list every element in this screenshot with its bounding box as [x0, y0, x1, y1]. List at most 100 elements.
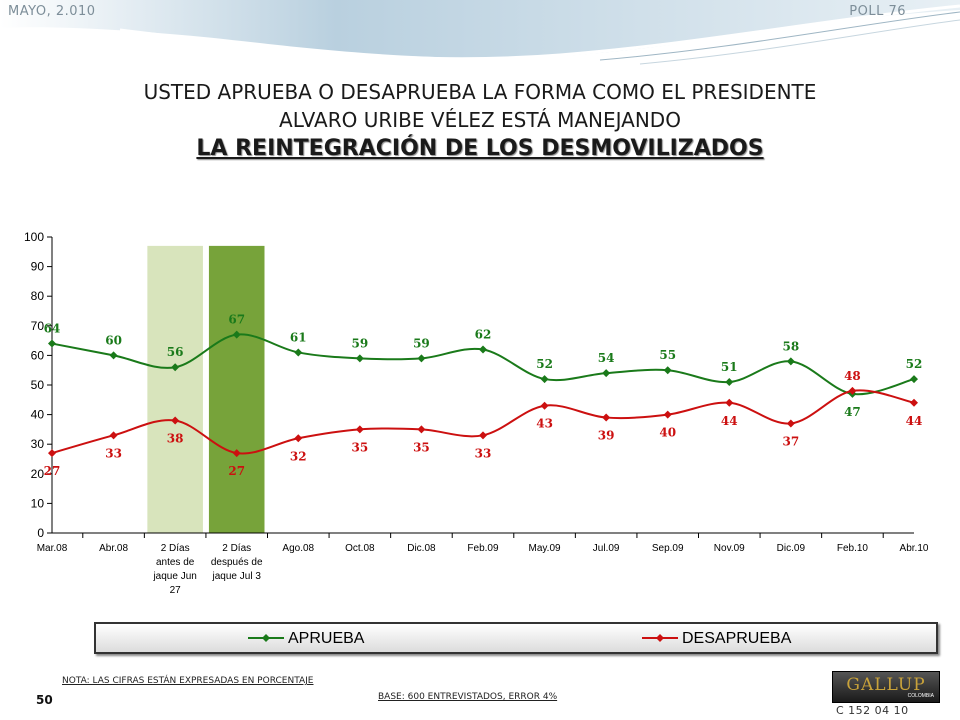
x-tick-label: Dic.09: [777, 543, 806, 554]
data-label-desaprueba: 27: [44, 464, 61, 478]
data-label-aprueba: 47: [844, 405, 861, 419]
highlight-band-2: [208, 245, 265, 533]
data-label-aprueba: 64: [44, 322, 61, 336]
data-point-aprueba: [725, 378, 734, 387]
data-point-desaprueba: [910, 398, 918, 407]
x-tick-label: Dic.08: [407, 543, 436, 554]
data-point-aprueba: [540, 375, 549, 384]
x-tick-label: 2 Días después de jaque Jul 3: [211, 543, 263, 582]
data-point-aprueba: [910, 375, 918, 384]
data-point-desaprueba: [725, 398, 734, 407]
data-point-desaprueba: [848, 386, 857, 395]
data-label-desaprueba: 38: [167, 432, 184, 446]
data-point-aprueba: [355, 354, 364, 363]
data-point-desaprueba: [479, 431, 487, 440]
x-tick-label: Abr.10: [900, 543, 929, 554]
data-label-desaprueba: 35: [352, 440, 369, 454]
x-tick-label: Sep.09: [652, 543, 684, 554]
data-label-aprueba: 59: [413, 336, 430, 350]
x-tick-label: Abr.08: [99, 543, 128, 554]
data-label-aprueba: 59: [352, 336, 369, 350]
poll-label: POLL 76: [849, 4, 906, 19]
data-label-desaprueba: 27: [228, 464, 245, 478]
report-code: C 152 04 10: [836, 704, 909, 717]
data-point-desaprueba: [171, 416, 180, 425]
y-tick-label: 100: [24, 230, 44, 244]
x-tick-label: Oct.08: [345, 543, 375, 554]
data-point-aprueba: [479, 345, 487, 354]
y-tick-label: 90: [31, 260, 45, 274]
data-label-aprueba: 62: [475, 327, 492, 341]
data-label-aprueba: 52: [536, 357, 553, 371]
data-point-aprueba: [48, 339, 56, 348]
chart-legend: APRUEBA DESAPRUEBA: [94, 622, 938, 654]
data-point-desaprueba: [602, 413, 611, 422]
data-label-desaprueba: 39: [598, 429, 615, 443]
y-tick-label: 40: [31, 408, 45, 422]
sample-base-note: BASE: 600 ENTREVISTADOS, ERROR 4%: [378, 692, 558, 702]
data-label-desaprueba: 44: [906, 414, 923, 428]
data-label-aprueba: 58: [783, 339, 800, 353]
legend-marker-desaprueba: [642, 634, 678, 642]
data-point-desaprueba: [355, 425, 364, 434]
data-label-aprueba: 54: [598, 351, 615, 365]
y-tick-label: 50: [31, 378, 45, 392]
highlight-band-1: [147, 245, 203, 533]
data-point-desaprueba: [294, 434, 303, 443]
data-label-aprueba: 56: [167, 345, 184, 359]
y-tick-label: 10: [31, 496, 45, 510]
x-tick-label: 2 Días antes de jaque Jun 27: [152, 543, 196, 596]
data-label-desaprueba: 43: [536, 417, 553, 431]
data-label-aprueba: 61: [290, 330, 307, 344]
page-title-line-1: USTED APRUEBA O DESAPRUEBA LA FORMA COMO…: [143, 80, 817, 104]
data-point-desaprueba: [540, 401, 549, 410]
x-tick-label: Feb.09: [467, 543, 499, 554]
data-label-desaprueba: 37: [783, 434, 800, 448]
data-label-desaprueba: 35: [413, 440, 430, 454]
data-label-aprueba: 51: [721, 360, 738, 374]
data-point-aprueba: [109, 351, 118, 360]
data-point-aprueba: [171, 363, 180, 372]
header-decoration: [0, 0, 960, 65]
data-label-desaprueba: 40: [659, 426, 676, 440]
data-label-desaprueba: 32: [290, 449, 307, 463]
data-label-desaprueba: 33: [105, 446, 122, 460]
legend-label-aprueba: APRUEBA: [288, 630, 365, 647]
page-title-topic: LA REINTEGRACIÓN DE LOS DESMOVILIZADOS: [196, 136, 764, 161]
y-tick-label: 0: [37, 526, 44, 540]
x-tick-label: May.09: [529, 543, 561, 554]
data-label-aprueba: 52: [906, 357, 923, 371]
y-tick-label: 80: [31, 289, 45, 303]
gallup-logo: GALLUP COLOMBIA: [832, 671, 940, 703]
line-chart: 0 10 20 30 40 50 60 70 80 90 100 Mar.08 Abr.08 2 Días…: [24, 230, 929, 596]
data-point-desaprueba: [786, 419, 795, 428]
data-point-desaprueba: [109, 431, 118, 440]
y-tick-label: 60: [31, 348, 45, 362]
data-point-desaprueba: [417, 425, 426, 434]
footnote: NOTA: LAS CIFRAS ESTÁN EXPRESADAS EN POR…: [62, 676, 314, 686]
data-point-aprueba: [602, 369, 611, 378]
x-tick-label: Feb.10: [837, 543, 869, 554]
data-label-desaprueba: 44: [721, 414, 738, 428]
data-point-desaprueba: [663, 410, 672, 419]
data-label-aprueba: 67: [228, 313, 245, 327]
data-point-aprueba: [294, 348, 303, 357]
legend-label-desaprueba: DESAPRUEBA: [682, 630, 792, 647]
data-point-aprueba: [232, 330, 241, 339]
data-point-desaprueba: [48, 449, 56, 458]
data-label-desaprueba: 33: [475, 446, 492, 460]
data-point-aprueba: [786, 357, 795, 366]
x-tick-label: Ago.08: [282, 543, 314, 554]
data-point-aprueba: [663, 366, 672, 375]
logo-wordmark: GALLUP: [846, 675, 926, 695]
logo-subtitle: COLOMBIA: [907, 693, 934, 699]
x-tick-label: Mar.08: [37, 543, 68, 554]
x-tick-label: Nov.09: [714, 543, 745, 554]
data-point-aprueba: [417, 354, 426, 363]
data-label-aprueba: 60: [105, 333, 122, 347]
page-title-line-2: ALVARO URIBE VÉLEZ ESTÁ MANEJANDO: [279, 108, 681, 132]
data-point-desaprueba: [232, 449, 241, 458]
data-label-aprueba: 55: [659, 348, 676, 362]
y-tick-label: 20: [31, 467, 45, 481]
date-label: MAYO, 2.010: [8, 4, 96, 19]
